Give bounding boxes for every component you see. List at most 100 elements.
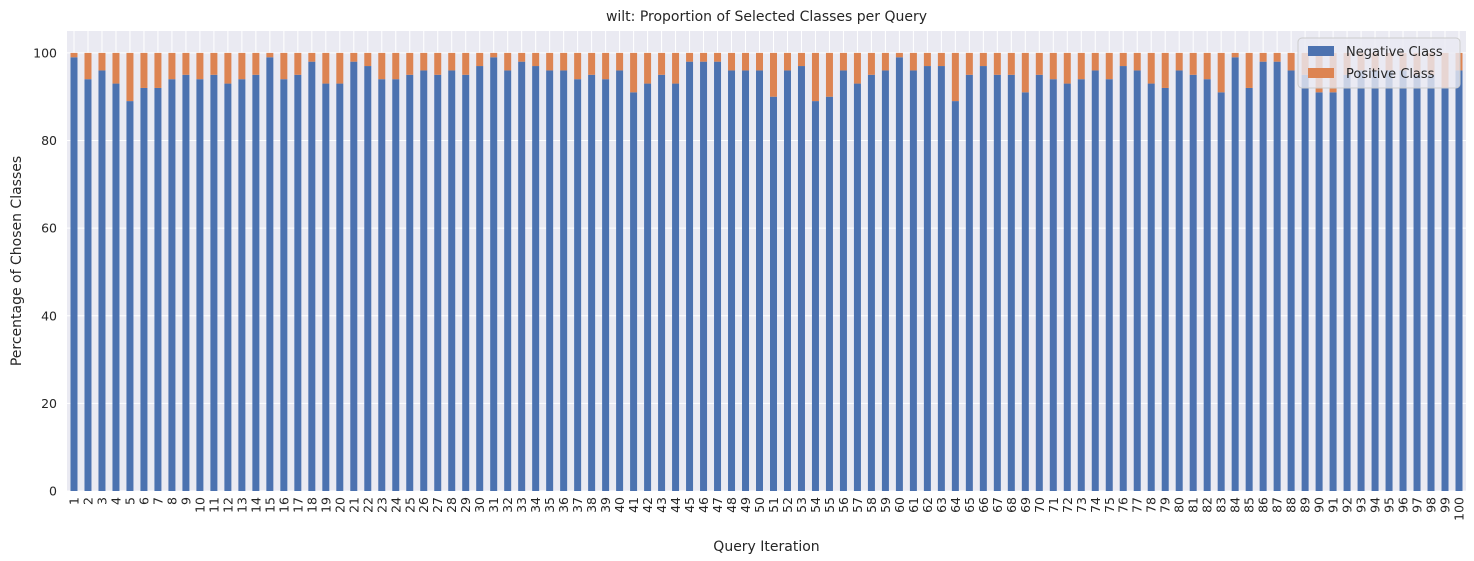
x-tick-label: 34 xyxy=(528,497,543,513)
x-tick-label: 37 xyxy=(570,497,585,513)
bar-negative-class xyxy=(993,74,1001,492)
x-tick-label: 45 xyxy=(682,497,697,513)
x-tick-label: 80 xyxy=(1172,497,1187,513)
bar-positive-class xyxy=(769,52,777,97)
bar-positive-class xyxy=(588,52,596,75)
bar-positive-class xyxy=(98,52,106,71)
bar-negative-class xyxy=(630,92,638,491)
bar-positive-class xyxy=(728,52,736,71)
bar-positive-class xyxy=(783,52,791,71)
bar-positive-class xyxy=(546,52,554,71)
bar-positive-class xyxy=(518,52,526,62)
x-tick-label: 51 xyxy=(766,497,781,513)
x-tick-label: 68 xyxy=(1004,497,1019,513)
x-tick-label: 81 xyxy=(1186,497,1201,513)
bar-negative-class xyxy=(1077,79,1085,491)
legend-box xyxy=(1297,37,1461,89)
legend-label-positive: Positive Class xyxy=(1346,67,1435,82)
legend-label-negative: Negative Class xyxy=(1346,45,1443,60)
bar-negative-class xyxy=(182,74,190,492)
bar-negative-class xyxy=(280,79,288,491)
bar-positive-class xyxy=(1021,52,1029,93)
bar-negative-class xyxy=(378,79,386,491)
bar-negative-class xyxy=(168,79,176,491)
x-axis-ticks: 1234567891011121314151617181920212223242… xyxy=(66,497,1466,521)
legend: Negative Class Positive Class xyxy=(1297,37,1461,89)
y-tick-label: 80 xyxy=(41,133,57,148)
x-tick-label: 70 xyxy=(1032,497,1047,513)
bar-positive-class xyxy=(350,52,358,62)
x-tick-label: 3 xyxy=(94,497,109,505)
x-tick-label: 2 xyxy=(80,497,95,505)
x-tick-label: 94 xyxy=(1368,497,1383,513)
bar-negative-class xyxy=(1413,74,1421,492)
bar-negative-class xyxy=(504,70,512,491)
x-tick-label: 19 xyxy=(318,497,333,513)
bar-positive-class xyxy=(965,52,973,75)
bar-negative-class xyxy=(797,66,805,492)
bar-negative-class xyxy=(1119,66,1127,492)
bar-positive-class xyxy=(909,52,917,71)
bar-negative-class xyxy=(1441,87,1449,491)
bar-negative-class xyxy=(1427,74,1435,492)
y-axis-label: Percentage of Chosen Classes xyxy=(9,156,25,366)
bar-negative-class xyxy=(853,83,861,492)
bar-negative-class xyxy=(322,83,330,492)
bar-negative-class xyxy=(672,83,680,492)
x-tick-label: 96 xyxy=(1396,497,1411,513)
x-tick-label: 95 xyxy=(1382,497,1397,513)
x-tick-label: 7 xyxy=(150,497,165,505)
x-tick-label: 67 xyxy=(990,497,1005,513)
bar-negative-class xyxy=(686,61,694,492)
y-tick-label: 40 xyxy=(41,308,57,323)
bar-negative-class xyxy=(658,74,666,492)
bar-negative-class xyxy=(238,79,246,491)
bar-positive-class xyxy=(406,52,414,75)
bar-positive-class xyxy=(672,52,680,84)
bar-positive-class xyxy=(742,52,750,71)
bar-positive-class xyxy=(1203,52,1211,80)
bar-negative-class xyxy=(1161,87,1169,491)
bar-negative-class xyxy=(1357,70,1365,491)
bar-positive-class xyxy=(993,52,1001,75)
bar-negative-class xyxy=(700,61,708,492)
x-tick-label: 57 xyxy=(850,497,865,513)
bar-negative-class xyxy=(756,70,764,491)
x-tick-label: 62 xyxy=(920,497,935,513)
bar-positive-class xyxy=(532,52,540,67)
x-tick-label: 18 xyxy=(304,497,319,513)
x-tick-label: 87 xyxy=(1270,497,1285,513)
bar-positive-class xyxy=(1189,52,1197,75)
bar-positive-class xyxy=(392,52,400,80)
bar-negative-class xyxy=(336,83,344,492)
bar-negative-class xyxy=(1315,92,1323,491)
bar-positive-class xyxy=(1287,52,1295,71)
bar-negative-class xyxy=(965,74,973,492)
bar-negative-class xyxy=(1399,70,1407,491)
bar-positive-class xyxy=(238,52,246,80)
bar-negative-class xyxy=(1343,74,1351,492)
x-tick-label: 33 xyxy=(514,497,529,513)
x-tick-label: 26 xyxy=(416,497,431,513)
bar-negative-class xyxy=(574,79,582,491)
bar-positive-class xyxy=(1147,52,1155,84)
bar-negative-class xyxy=(434,74,442,492)
x-tick-label: 17 xyxy=(290,497,305,513)
y-axis-ticks: 0 20 40 60 80 100 xyxy=(33,45,57,498)
bar-negative-class xyxy=(1287,70,1295,491)
x-tick-label: 29 xyxy=(458,497,473,513)
bar-positive-class xyxy=(1133,52,1141,71)
x-tick-label: 75 xyxy=(1102,497,1117,513)
bar-positive-class xyxy=(168,52,176,80)
bar-positive-class xyxy=(797,52,805,67)
x-tick-label: 100 xyxy=(1452,497,1467,521)
bar-negative-class xyxy=(1063,83,1071,492)
bar-positive-class xyxy=(686,52,694,62)
bar-negative-class xyxy=(1147,83,1155,492)
bar-positive-class xyxy=(811,52,819,102)
bar-positive-class xyxy=(182,52,190,75)
bar-negative-class xyxy=(1133,70,1141,491)
bar-negative-class xyxy=(364,66,372,492)
bar-negative-class xyxy=(1385,70,1393,491)
bar-negative-class xyxy=(546,70,554,491)
